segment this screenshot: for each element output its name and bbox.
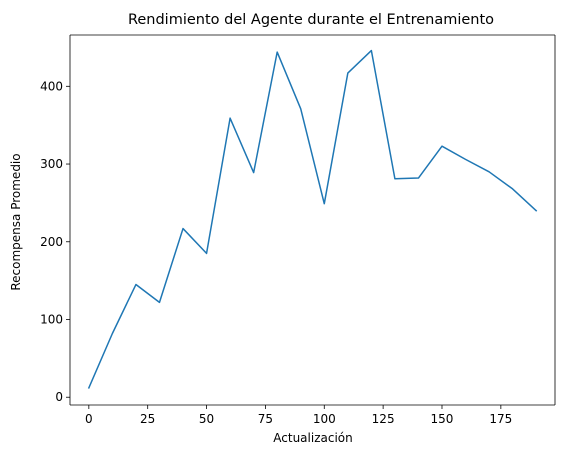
x-tick-label: 100	[313, 412, 336, 426]
y-axis-label: Recompensa Promedio	[9, 153, 23, 290]
x-axis-label: Actualización	[273, 431, 352, 445]
x-tick-label: 50	[199, 412, 214, 426]
series-line-0	[87, 49, 538, 389]
y-tick-label: 0	[55, 390, 63, 404]
y-tick-label: 300	[40, 157, 63, 171]
y-tick-label: 400	[40, 79, 63, 93]
y-tick-label: 200	[40, 235, 63, 249]
chart-title: Rendimiento del Agente durante el Entren…	[128, 12, 494, 28]
y-tick-label: 100	[40, 312, 63, 326]
x-tick-label: 150	[431, 412, 454, 426]
x-tick-label: 75	[258, 412, 273, 426]
x-tick-label: 0	[85, 412, 93, 426]
x-tick-label: 25	[140, 412, 155, 426]
axes-frame: 0 25 50 75 100 125 150 175 0 100 200 300 400	[40, 34, 556, 426]
plot-area	[87, 49, 538, 389]
x-tick-label: 175	[489, 412, 512, 426]
x-tick-label: 125	[372, 412, 395, 426]
